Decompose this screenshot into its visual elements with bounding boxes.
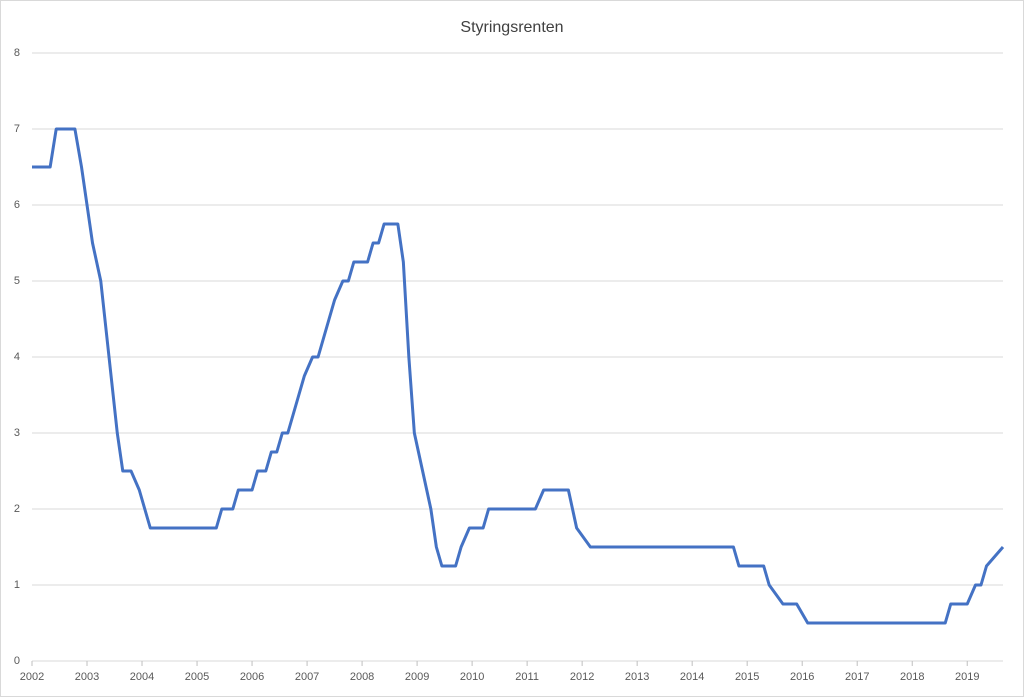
x-tick-label: 2008	[350, 671, 374, 683]
x-tick-label: 2016	[790, 671, 814, 683]
x-tick-label: 2006	[240, 671, 264, 683]
x-tick-label: 2003	[75, 671, 99, 683]
x-tick-label: 2019	[955, 671, 979, 683]
data-line	[32, 127, 1005, 625]
x-tick-label: 2010	[460, 671, 484, 683]
y-tick-label: 3	[14, 427, 20, 439]
x-tick-label: 2011	[515, 671, 539, 683]
x-tick-label: 2002	[20, 671, 44, 683]
chart-title: Styringsrenten	[460, 19, 563, 36]
y-tick-label: 2	[14, 503, 20, 515]
x-tick-label: 2018	[900, 671, 924, 683]
x-tick-label: 2007	[295, 671, 319, 683]
y-tick-label: 6	[14, 199, 20, 211]
x-tick-label: 2013	[625, 671, 649, 683]
x-tick-label: 2009	[405, 671, 429, 683]
x-tick-label: 2004	[130, 671, 154, 683]
y-tick-label: 0	[14, 655, 20, 667]
y-tick-label: 1	[14, 579, 20, 591]
x-tick-label: 2017	[845, 671, 869, 683]
y-tick-label: 8	[14, 47, 20, 59]
y-tick-label: 5	[14, 275, 20, 287]
x-tick-label: 2015	[735, 671, 759, 683]
y-tick-label: 7	[14, 123, 20, 135]
x-tick-label: 2014	[680, 671, 704, 683]
y-tick-label: 4	[14, 351, 20, 363]
x-tick-label: 2005	[185, 671, 209, 683]
x-tick-label: 2012	[570, 671, 594, 683]
